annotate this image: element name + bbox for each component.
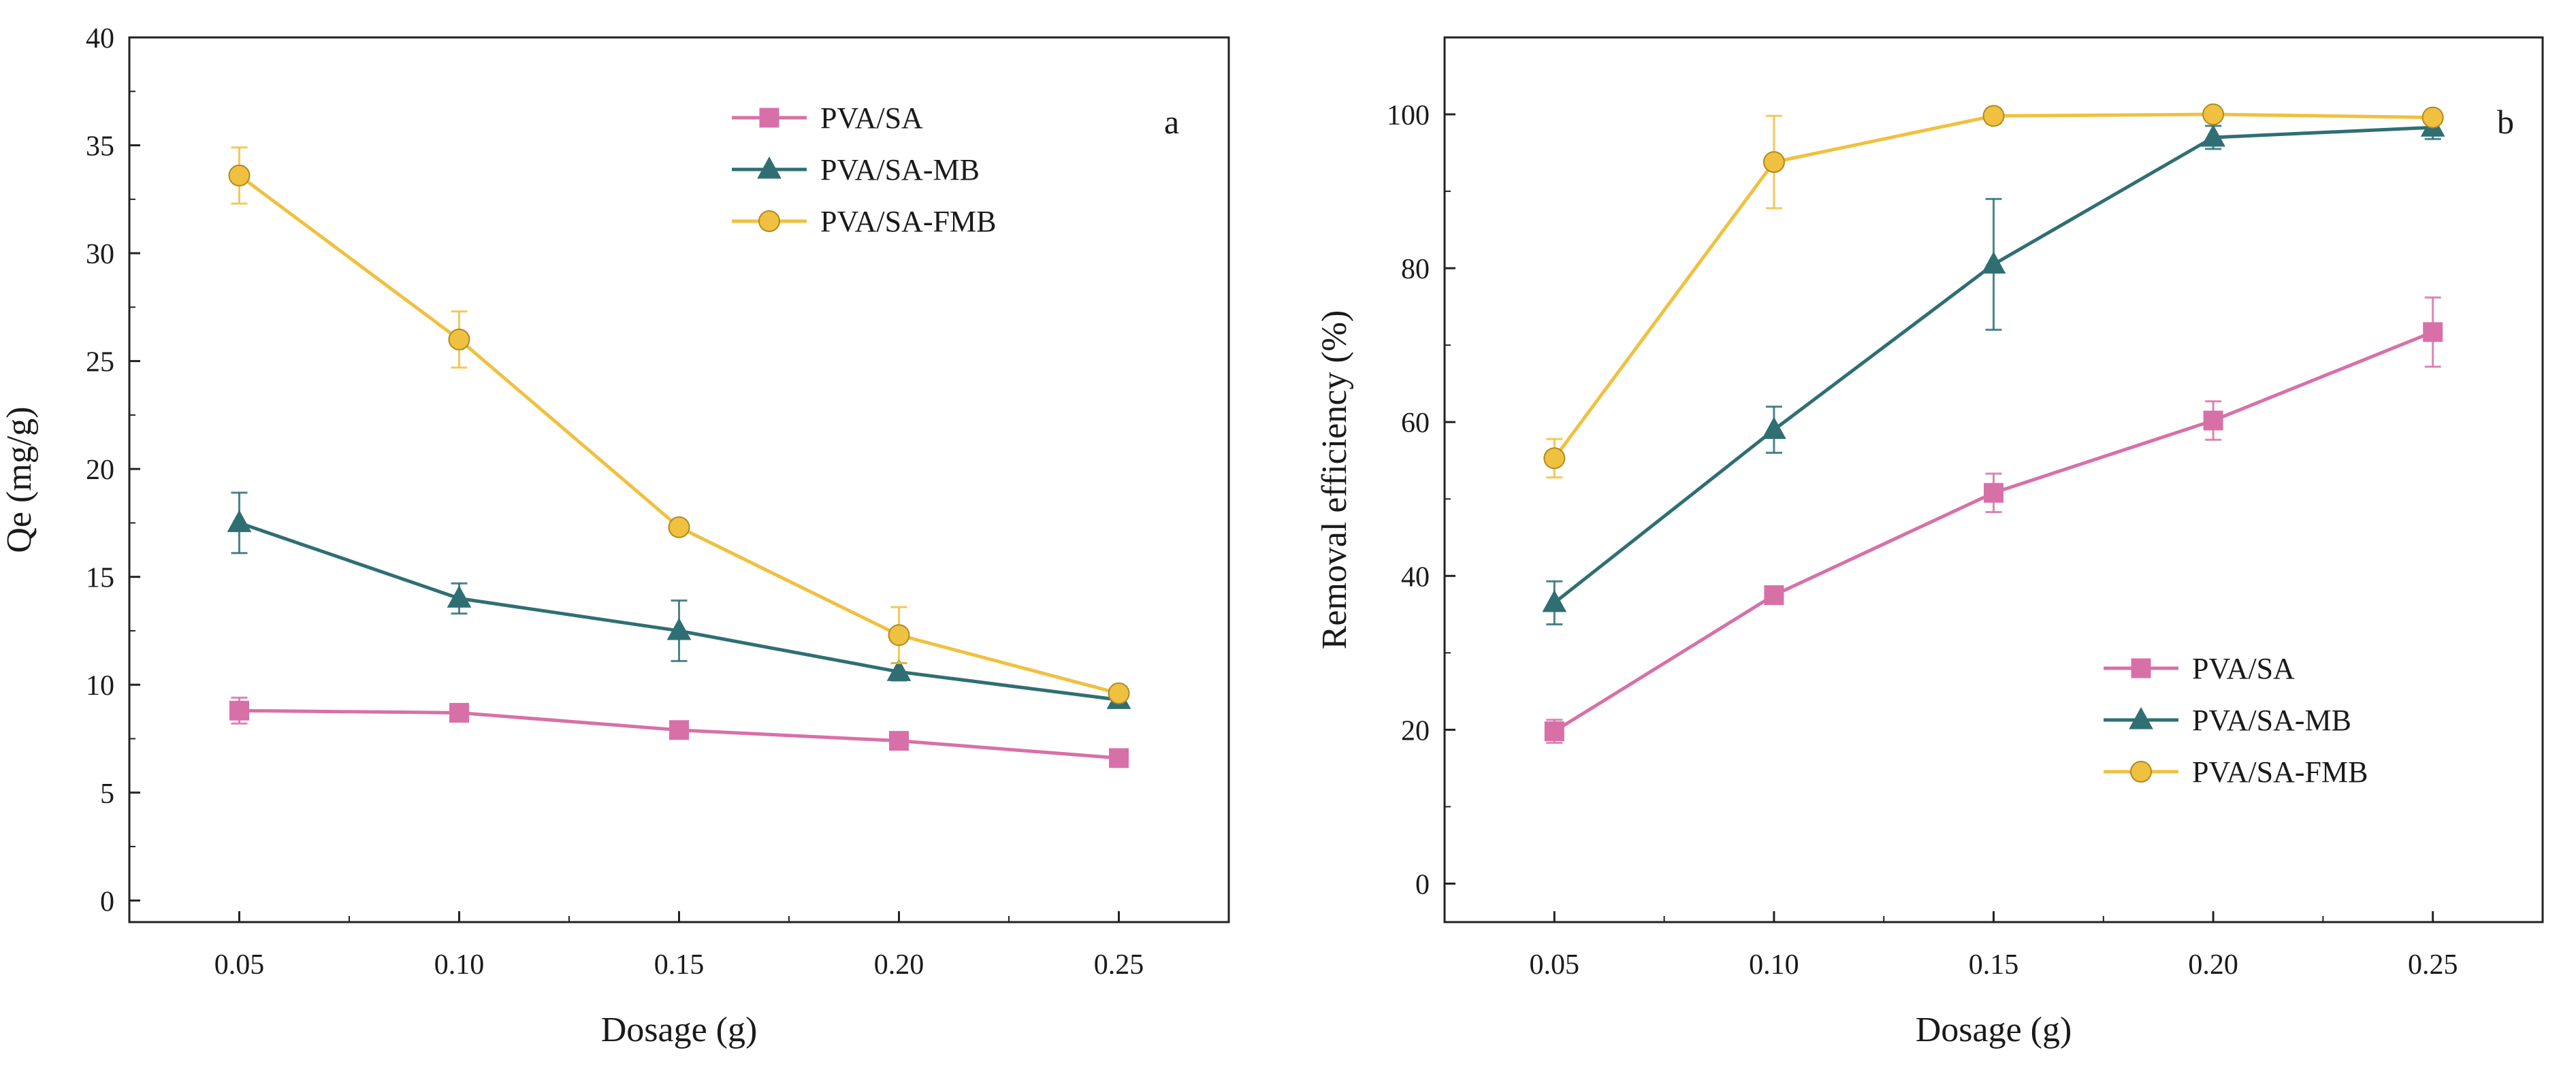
data-point [666,617,692,640]
y-axis-title: Removal efficiency (%) [1315,310,1354,650]
legend-marker [757,156,782,179]
y-axis-title: Qe (mg/g) [0,406,39,553]
data-point [889,731,909,751]
series-group [1544,296,2443,744]
data-point [669,720,689,740]
series-group [229,696,1129,768]
y-tick-label: 0 [100,886,114,917]
data-point [886,659,912,681]
legend-label: PVA/SA-MB [820,153,980,186]
x-tick-label: 0.20 [2188,949,2238,981]
x-tick-label: 0.15 [654,949,705,981]
plot-frame [128,36,1230,923]
x-tick-label: 0.05 [214,949,265,981]
data-point [1981,251,2006,274]
y-tick-label: 40 [1401,561,1430,593]
data-point [448,328,470,350]
legend-label: PVA/SA-FMB [820,205,996,238]
x-tick-label: 0.05 [1530,949,1580,981]
series-group [227,491,1131,709]
data-point [1544,721,1564,742]
series-line [1553,330,2434,733]
series-group [228,146,1130,704]
x-axis-title: Dosage (g) [1916,1011,2072,1049]
y-tick-label: 40 [86,23,114,54]
data-point [1543,447,1566,470]
data-point [229,700,249,721]
legend-label: PVA/SA [2192,652,2295,685]
data-point [2202,103,2225,126]
y-tick-label: 20 [86,455,114,486]
data-point [2203,410,2223,431]
x-tick-label: 0.10 [1749,949,1799,981]
series-group [1543,103,2444,479]
data-point [1764,585,1784,606]
x-tick-label: 0.10 [434,949,485,981]
data-point [228,164,251,186]
y-tick-label: 25 [86,347,114,378]
data-point [2423,322,2443,342]
y-tick-label: 20 [1401,715,1430,747]
data-point [1542,589,1567,612]
y-tick-label: 30 [86,239,114,270]
data-point [1109,748,1129,768]
y-tick-label: 10 [86,670,114,702]
data-point [2201,124,2225,147]
data-point [888,624,910,646]
legend-label: PVA/SA-FMB [2192,755,2368,789]
panel-letter: b [2497,103,2514,141]
legend-marker [2129,706,2153,729]
data-point [227,510,252,532]
data-point [447,585,472,608]
legend-label: PVA/SA-MB [2192,704,2351,737]
y-tick-label: 15 [86,563,114,594]
chart-panel-a: 0.05 0.10 0.15 0.20 0.25 0 5 10 15 20 25 30 35 40 Dosa… [0,23,1230,1049]
chart-panel-b: 0.05 0.10 0.15 0.20 0.25 0 20 40 60 80 100 Dosage (… [1315,36,2544,1049]
y-tick-label: 80 [1401,254,1430,285]
y-tick-label: 5 [100,778,114,810]
legend-marker [759,108,779,128]
x-tick-label: 0.15 [1969,949,2019,981]
legend-marker [2131,658,2151,678]
x-tick-label: 0.20 [874,949,924,981]
x-tick-label: 0.25 [1094,949,1144,981]
data-point [1108,682,1130,704]
y-tick-label: 35 [86,131,114,163]
legend-marker [758,210,780,232]
data-point [449,702,469,723]
y-tick-label: 100 [1387,100,1430,131]
legend-marker [2130,761,2152,783]
legend-label: PVA/SA [820,101,923,135]
data-point [1762,151,1785,174]
y-tick-label: 0 [1415,869,1430,900]
legend: PVA/SA PVA/SA-MB PVA/SA-FMB [732,101,996,238]
data-point [1762,416,1786,440]
series-group [1542,114,2445,626]
data-point [2421,106,2444,129]
x-tick-label: 0.25 [2408,949,2458,981]
data-point [668,516,690,538]
data-point [1984,482,2003,503]
panel-letter: a [1164,103,1179,141]
data-point [1982,105,2005,127]
y-tick-label: 60 [1401,408,1430,439]
x-axis-title: Dosage (g) [601,1011,758,1049]
legend: PVA/SA PVA/SA-MB PVA/SA-FMB [2104,652,2368,789]
